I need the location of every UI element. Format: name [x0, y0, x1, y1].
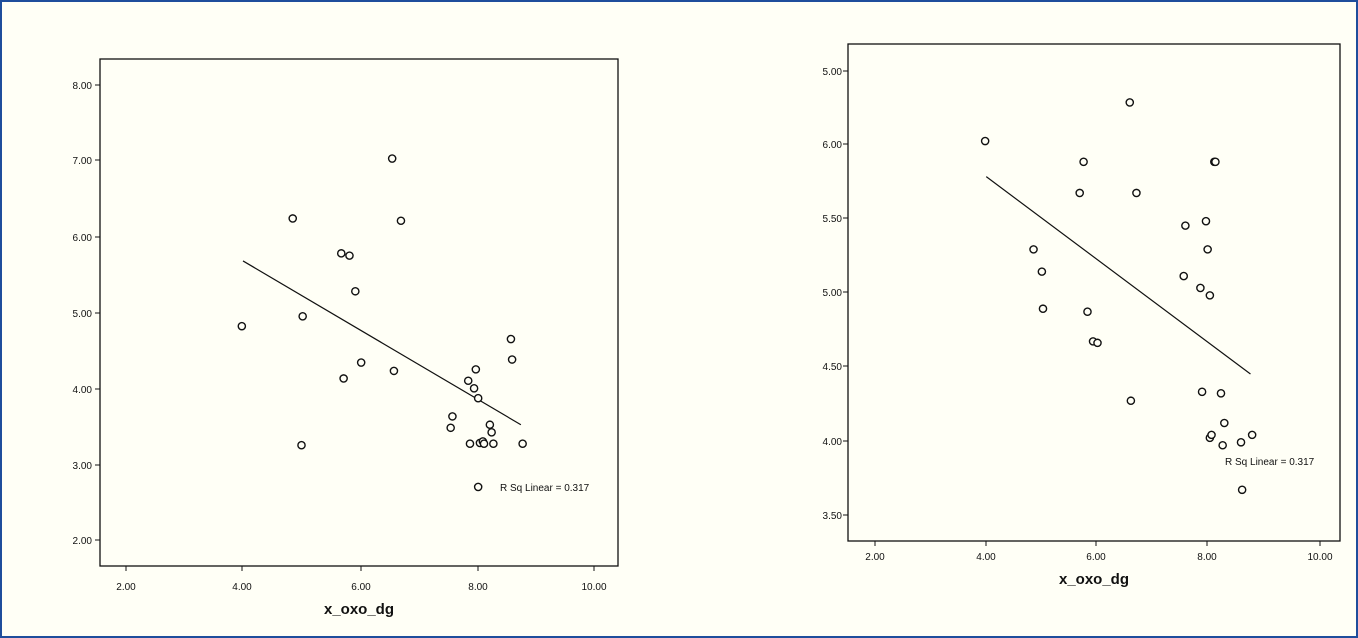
- x-tick-label: 10.00: [581, 582, 606, 593]
- data-point: [1038, 304, 1048, 314]
- y-tick-label: 4.00: [73, 385, 93, 396]
- data-point: [1037, 267, 1047, 276]
- data-point: [507, 355, 517, 364]
- y-tick-label: 3.50: [823, 511, 843, 522]
- data-point: [336, 249, 346, 258]
- data-point: [518, 439, 527, 448]
- data-point: [446, 423, 455, 433]
- y-tick-label: 8.00: [73, 81, 93, 92]
- data-point: [980, 136, 990, 146]
- data-point: [389, 366, 399, 376]
- data-point: [485, 420, 495, 430]
- data-point: [479, 439, 489, 448]
- data-point: [471, 365, 481, 374]
- data-point: [1197, 387, 1207, 397]
- y-tick-label: 4.50: [823, 362, 843, 373]
- data-point: [297, 440, 306, 450]
- data-point: [1218, 440, 1227, 450]
- data-point: [1126, 396, 1136, 406]
- x-axis-title-right: x_oxo_dg: [1059, 571, 1129, 588]
- data-point: [345, 251, 354, 260]
- y-tick-label: 3.00: [73, 461, 93, 472]
- data-point: [506, 334, 516, 344]
- data-point: [1220, 418, 1229, 428]
- r-squared-annotation-left: R Sq Linear = 0.317: [500, 483, 590, 494]
- data-point: [1093, 338, 1102, 348]
- data-point: [1125, 98, 1135, 107]
- y-tick-label: 5.50: [823, 214, 843, 225]
- x-tick-label: 8.00: [1197, 552, 1217, 563]
- data-point: [1236, 437, 1246, 447]
- data-point: [473, 482, 483, 492]
- scatter-chart-right: 2.00 4.00 6.00 8.00 10.00 3.50 4.00 4.50 5.00 5.5…: [823, 43, 1341, 588]
- data-point: [1211, 157, 1220, 167]
- x-tick-label: 4.00: [232, 582, 252, 593]
- data-point: [1207, 430, 1216, 440]
- data-point: [1181, 221, 1190, 230]
- data-point: [465, 439, 475, 448]
- x-axis-title-left: x_oxo_dg: [324, 601, 394, 618]
- data-point: [1216, 389, 1226, 398]
- data-point: [351, 286, 360, 296]
- x-tick-label: 2.00: [865, 552, 885, 563]
- y-tick-label: 4.00: [823, 437, 843, 448]
- x-tick-label: 8.00: [468, 582, 488, 593]
- x-tick-label: 4.00: [976, 552, 996, 563]
- data-point: [298, 311, 307, 321]
- data-point: [1205, 291, 1215, 300]
- data-point: [1196, 283, 1205, 293]
- data-point: [356, 358, 366, 367]
- data-point: [1237, 485, 1247, 495]
- data-point: [1079, 157, 1088, 167]
- data-point: [1179, 271, 1189, 281]
- y-tick-label: 6.00: [823, 140, 843, 151]
- data-point: [1203, 245, 1212, 254]
- x-tick-label: 6.00: [351, 582, 371, 593]
- data-point: [487, 428, 496, 437]
- y-tick-label: 7.00: [73, 156, 93, 167]
- data-point: [1075, 188, 1084, 198]
- fit-line: [985, 176, 1251, 375]
- data-point: [1083, 307, 1092, 316]
- y-tick-label: 5.00: [823, 288, 843, 299]
- data-point: [1247, 430, 1257, 440]
- y-tick-label: 5.00: [823, 67, 843, 78]
- data-point: [237, 321, 247, 331]
- data-point: [463, 376, 473, 386]
- data-point: [339, 374, 348, 383]
- data-point: [473, 393, 483, 403]
- data-point: [387, 154, 397, 163]
- data-point: [1132, 188, 1141, 198]
- r-squared-annotation-right: R Sq Linear = 0.317: [1225, 457, 1315, 468]
- x-tick-label: 2.00: [116, 582, 136, 593]
- data-point: [288, 214, 298, 223]
- y-tick-label: 6.00: [73, 233, 93, 244]
- data-point: [1201, 216, 1211, 226]
- data-point: [469, 384, 479, 393]
- x-tick-label: 6.00: [1086, 552, 1106, 563]
- data-point: [396, 216, 406, 226]
- y-tick-label: 5.00: [73, 309, 93, 320]
- scatter-chart-left: 2.00 4.00 6.00 8.00 10.00 2.00 3.00 4.00 5.00 6.0…: [73, 58, 619, 618]
- y-tick-label: 2.00: [73, 536, 93, 547]
- data-point: [489, 439, 498, 448]
- data-point: [448, 412, 457, 421]
- data-point: [1029, 245, 1038, 254]
- x-tick-label: 10.00: [1307, 552, 1332, 563]
